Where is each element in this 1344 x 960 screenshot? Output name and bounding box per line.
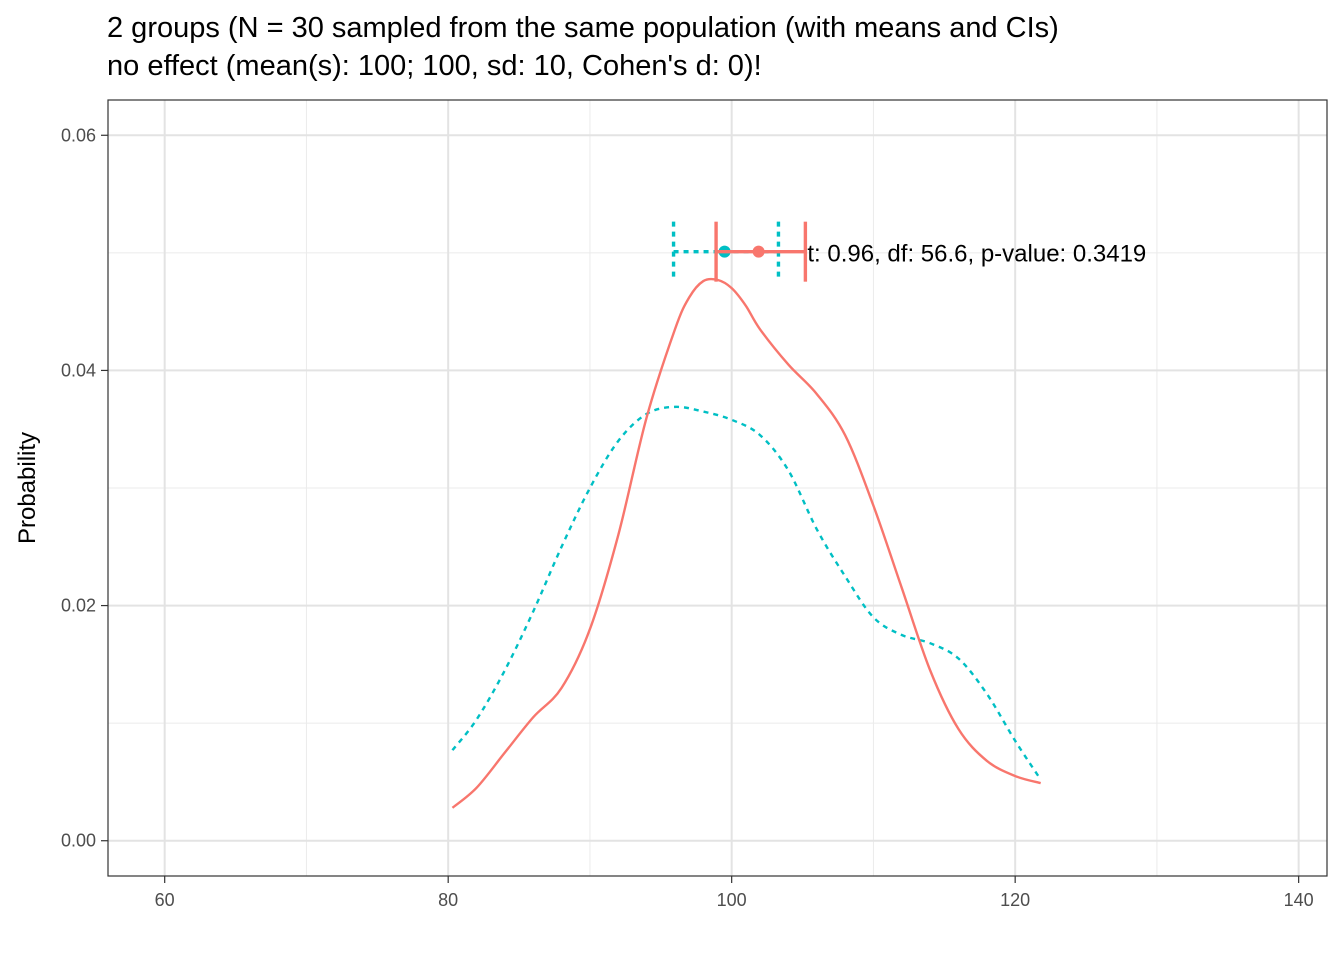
mean-ci-markers <box>671 221 808 282</box>
x-tick-label: 80 <box>438 890 458 910</box>
mean-point-solid <box>752 245 765 258</box>
y-tick-label: 0.00 <box>61 831 96 851</box>
y-tick-label: 0.02 <box>61 596 96 616</box>
density-line-dashed <box>451 405 1042 781</box>
grid-lines <box>108 100 1327 876</box>
x-tick-label: 120 <box>1000 890 1030 910</box>
t-test-annotation: t: 0.96, df: 56.6, p-value: 0.3419 <box>807 241 1146 268</box>
density-line-solid <box>451 277 1042 809</box>
y-tick-label: 0.06 <box>61 125 96 145</box>
chart-title: 2 groups (N = 30 sampled from the same p… <box>107 12 1059 44</box>
density-curves <box>451 277 1042 809</box>
panel-border <box>107 99 1328 877</box>
axes: 60 80 100 120 140 0.00 0.02 0.04 0.06 <box>61 125 1314 910</box>
y-axis-label: Probability <box>14 432 41 544</box>
chart-subtitle: no effect (mean(s): 100; 100, sd: 10, Co… <box>107 50 762 82</box>
x-tick-label: 100 <box>717 890 747 910</box>
x-tick-label: 60 <box>155 890 175 910</box>
y-tick-label: 0.04 <box>61 360 96 380</box>
x-tick-label: 140 <box>1284 890 1314 910</box>
